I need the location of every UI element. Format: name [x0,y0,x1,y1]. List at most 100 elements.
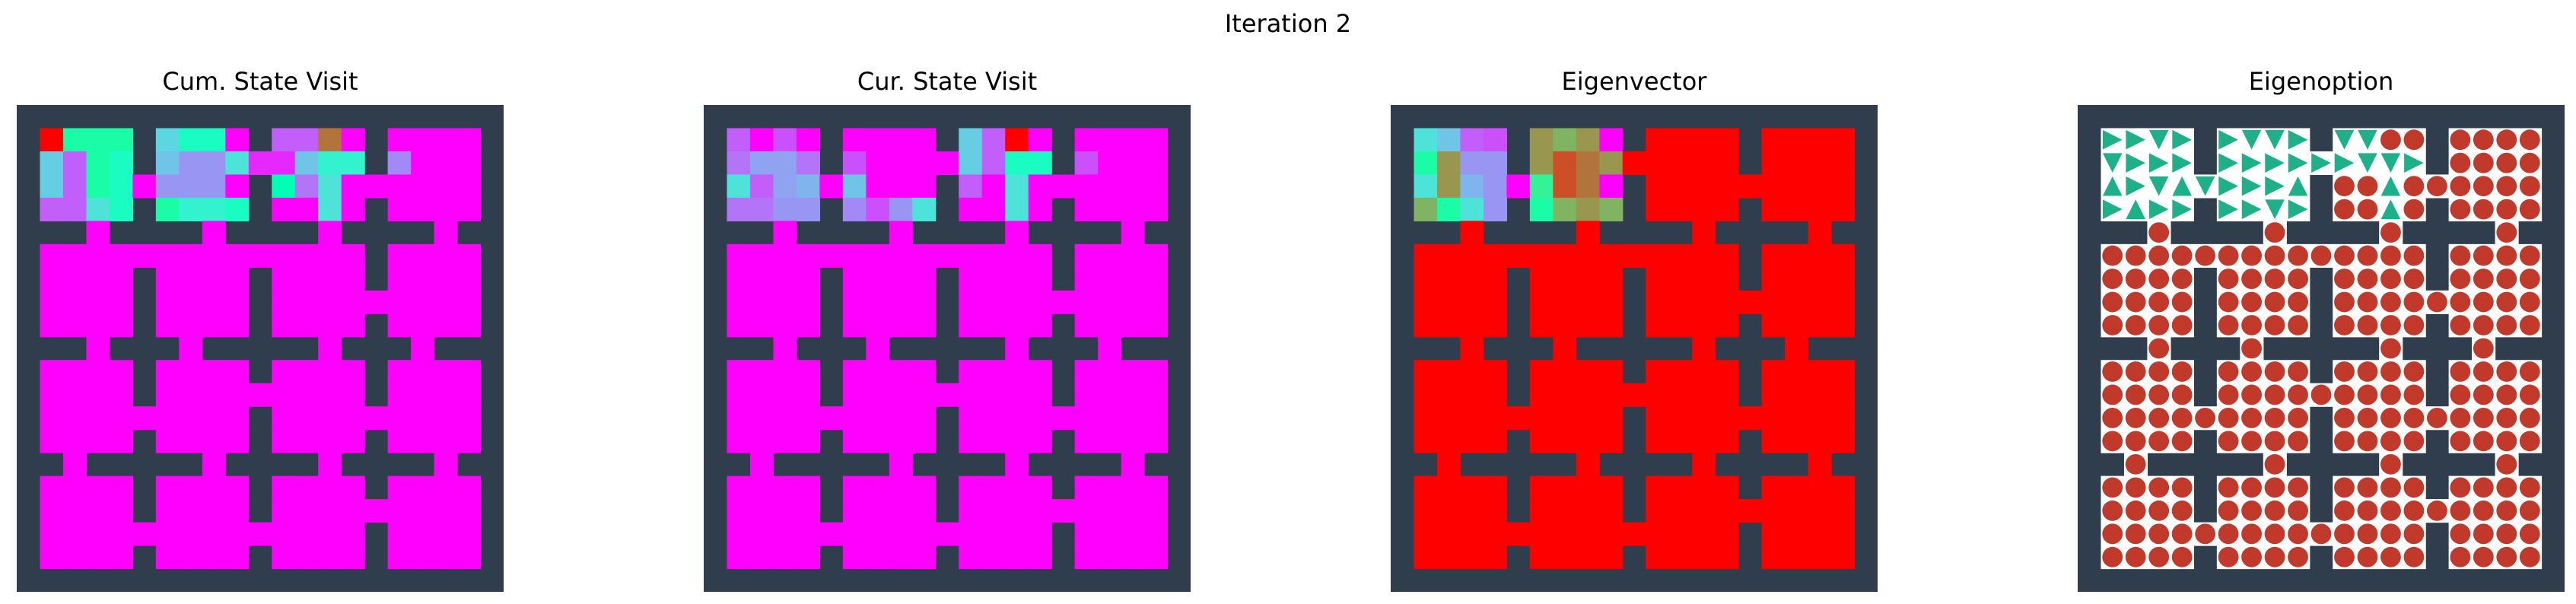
heatmap-cell [434,522,458,546]
heatmap-cell [434,197,458,221]
heatmap-cell [1785,267,1809,291]
policy-arrow [2102,176,2123,196]
heatmap-cell [364,406,389,431]
heatmap-cell [1553,406,1577,431]
heatmap-cell [1668,151,1693,176]
heatmap-cell [1460,336,1484,361]
heatmap-cell [773,267,797,291]
heatmap-cell [62,522,87,546]
heatmap-cell [294,429,319,453]
heatmap-cell [1576,221,1600,245]
heatmap-cell [819,243,844,268]
heatmap-cell [912,290,937,314]
heatmap-cell [1529,522,1554,546]
heatmap-cell [842,267,867,291]
heatmap-cell [1808,313,1832,338]
policy-arrow [2102,153,2123,173]
heatmap-cell [1808,499,1832,523]
heatmap-cell [1436,522,1461,546]
terminate-marker [2357,199,2378,220]
heatmap-cell [434,360,458,384]
heatmap-cell [294,128,319,152]
heatmap-cell [1668,383,1693,407]
policy-arrow [2126,176,2145,196]
terminate-marker [2148,315,2170,335]
heatmap-cell [1028,545,1052,570]
heatmap-cell [749,243,774,268]
heatmap-cell [959,290,983,314]
cum-visit-heatmap [17,105,504,592]
terminate-marker [2218,361,2239,382]
terminate-marker [2403,291,2425,313]
heatmap-cell [1808,453,1832,477]
heatmap-cell [202,429,226,453]
heatmap-cell [364,290,389,314]
heatmap-cell [1646,243,1670,268]
heatmap-cell [1028,360,1052,384]
heatmap-cell [1529,174,1554,199]
heatmap-cell [1785,499,1809,523]
terminate-marker [2241,500,2262,521]
terminate-marker [2125,361,2146,382]
heatmap-cell [1785,522,1809,546]
heatmap-cell [1529,128,1554,152]
heatmap-cell [889,243,913,268]
heatmap-cell [749,197,774,221]
heatmap-cell [86,243,110,268]
terminate-marker [2519,523,2540,545]
heatmap-cell [1121,522,1145,546]
panel-title-cum-visit: Cum. State Visit [162,67,358,96]
heatmap-cell [1414,406,1438,431]
terminate-marker [2218,245,2239,266]
heatmap-cell [1074,313,1099,338]
heatmap-cell [155,522,180,546]
heatmap-cell [1483,243,1507,268]
heatmap-cell [1622,383,1646,407]
heatmap-cell [773,151,797,176]
heatmap-cell [1599,290,1624,314]
heatmap-cell [819,174,844,199]
heatmap-cell [1028,151,1052,176]
heatmap-cell [1646,360,1670,384]
heatmap-cell [411,313,435,338]
heatmap-cell [1808,221,1832,245]
heatmap-cell [1121,475,1145,500]
terminate-marker [2288,523,2308,545]
heatmap-cell [1785,545,1809,570]
heatmap-cell [1646,197,1670,221]
heatmap-cell [318,290,342,314]
heatmap-cell [1414,243,1438,268]
heatmap-cell [1622,522,1646,546]
heatmap-cell [1553,545,1577,570]
heatmap-cell [1692,522,1716,546]
heatmap-cell [1761,197,1786,221]
heatmap-cell [1738,290,1763,314]
heatmap-cell [749,128,774,152]
heatmap-cell [749,475,774,500]
heatmap-cell [1460,475,1484,500]
terminate-marker [2473,315,2494,335]
heatmap-cell [179,475,203,500]
heatmap-cell [1436,151,1461,176]
heatmap-cell [387,267,412,291]
heatmap-cell [1121,453,1145,477]
terminate-marker [2241,291,2262,313]
terminate-marker [2403,384,2425,405]
heatmap-cell [1808,197,1832,221]
heatmap-cell [109,522,133,546]
heatmap-cell [1144,243,1169,268]
heatmap-cell [434,545,458,570]
heatmap-cell [842,429,867,453]
terminate-marker [2288,291,2308,313]
terminate-marker [2496,477,2517,498]
heatmap-cell [1646,313,1670,338]
terminate-marker [2148,477,2170,498]
heatmap-cell [1599,475,1624,500]
heatmap-cell [1692,128,1716,152]
heatmap-cell [457,267,482,291]
terminate-marker [2148,500,2170,521]
terminate-marker [2380,384,2401,405]
heatmap-cell [866,475,890,500]
terminate-marker [2357,176,2378,197]
heatmap-cell [796,151,820,176]
